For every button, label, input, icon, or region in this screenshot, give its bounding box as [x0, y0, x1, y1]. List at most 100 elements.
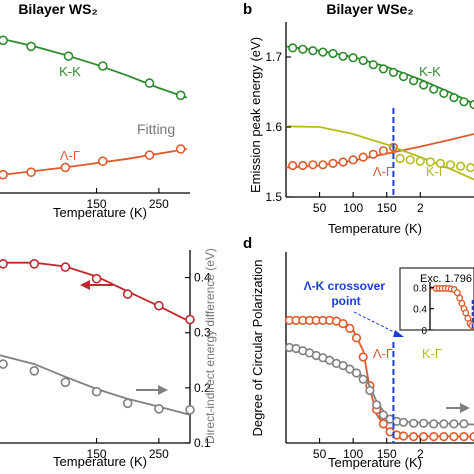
panel-d: d 50 100 150 2 Degree of Circular Polarizat… — [243, 235, 474, 470]
panel-c-series-0-fit-line — [0, 261, 191, 323]
panel-b-series-0-point-16 — [449, 92, 459, 103]
panel-b-series-0-point-17 — [459, 97, 469, 107]
panel-a-series-0-point-3 — [98, 61, 108, 71]
panel-a-series-0-fit-line — [0, 37, 188, 99]
inset-plot: 0 0.4 0.8 — [413, 282, 474, 337]
panel-b-xlabel: Temperature (K) — [328, 221, 422, 236]
panel-a-series-1-point-3 — [98, 156, 108, 166]
panel-d-series-1-point-11 — [358, 374, 368, 384]
panel-d-series-0-point-24 — [469, 432, 474, 442]
crossover-annotation: Λ-K crossover point — [304, 279, 404, 337]
panel-b-series-1-point-0 — [288, 160, 298, 171]
panel-b-series-0-point-10 — [388, 67, 399, 77]
panel-d-series-0-point-17 — [398, 431, 409, 441]
panel-b-series-1-point-2 — [308, 160, 318, 170]
panel-b-kk-label: K-K — [419, 64, 441, 79]
panel-c-ytick-label-1: 0.2 — [194, 381, 211, 395]
panel-c-series-1-point-4 — [122, 398, 133, 409]
panel-b-series-1-point-3 — [318, 160, 328, 170]
panel-a-kk-label: K-K — [59, 64, 81, 79]
panel-a-series-0-point-5 — [175, 90, 186, 101]
panel-b-series-0-point-8 — [368, 60, 378, 70]
panel-d-series-0-point-21 — [439, 432, 449, 442]
panel-c-series-1-point-2 — [60, 377, 71, 388]
panel-d-xtick-label-1: 100 — [343, 447, 363, 461]
panel-b-plot: 50 100 150 2 1.5 1.6 1.7 — [265, 43, 474, 215]
panel-c-plot: 150 250 0.1 0.2 0.3 0.4 — [0, 258, 211, 461]
panel-d-series-1-point-23 — [459, 419, 469, 429]
panel-d-series-0-point-19 — [419, 432, 429, 442]
panel-b-series-1-point-1 — [298, 160, 308, 171]
panel-d-series-0-point-20 — [429, 432, 439, 442]
panel-a-series-0-point-0 — [0, 35, 8, 46]
panel-c-series-0-point-2 — [60, 262, 71, 272]
panel-c-series-0-point-1 — [29, 258, 40, 269]
panel-a-lg-label: Λ-Γ — [60, 148, 80, 163]
panel-b-ytick-label-0: 1.5 — [265, 190, 282, 204]
panel-c-xtick-label-1: 250 — [149, 447, 169, 461]
panel-d-series-1-point-20 — [429, 419, 439, 429]
crossover-arrowhead — [393, 330, 404, 337]
panel-b-series-0-point-13 — [419, 80, 429, 90]
panel-b-xtick-label-0: 50 — [313, 201, 327, 215]
panel-a: Bilayer WS₂ 150 250 Temperature (K) K-K Λ… — [0, 1, 190, 220]
panel-b-series-0-point-11 — [398, 71, 409, 82]
panel-b-xtick-label-1: 100 — [343, 201, 363, 215]
panel-d-series-1-point-21 — [439, 419, 449, 429]
panel-d-lg-label: Λ-Γ — [373, 346, 393, 361]
panel-b-series-2-point-3 — [425, 157, 436, 167]
panel-b-ytick-label-2: 1.7 — [265, 50, 282, 64]
panel-b-ylabel: Emission peak energy (eV) — [248, 37, 263, 193]
panel-b-series-2-point-5 — [445, 160, 456, 170]
panel-b-series-0-point-1 — [298, 44, 308, 54]
panel-b-series-0-point-4 — [328, 48, 338, 59]
panel-b-series-0-point-6 — [348, 53, 358, 63]
panel-b-series-2-point-6 — [456, 161, 466, 171]
panel-d-label: d — [243, 235, 252, 252]
panel-b-series-0-point-9 — [378, 64, 389, 74]
panel-c-series-0-point-6 — [185, 314, 195, 325]
panel-c-series-1-point-3 — [91, 386, 102, 397]
panel-d-kg-label: K-Γ — [422, 346, 442, 361]
panel-d-series-1-point-22 — [449, 419, 459, 429]
panel-c-series-0-point-0 — [0, 259, 8, 269]
panel-c-ytick-label-0: 0.1 — [194, 436, 211, 450]
panel-c-xlabel: Temperature (K) — [53, 454, 147, 469]
panel-b-series-1-point-5 — [338, 157, 348, 167]
panel-a-xlabel: Temperature (K) — [53, 205, 147, 220]
panel-c-series-0-point-5 — [154, 300, 164, 311]
panel-b-series-2-point-1 — [405, 155, 415, 165]
inset-ytick-label-2: 0.8 — [413, 283, 427, 294]
panel-d-xlabel: Temperature (K) — [328, 455, 422, 470]
inset-point-7 — [453, 289, 461, 297]
panel-d-ylabel: Degree of Circular Polarization — [250, 259, 265, 436]
panel-b-lg-label: Λ-Γ — [373, 164, 393, 179]
panel-d-series-1-point-9 — [345, 364, 355, 374]
inset-title: Exc. 1.796 — [420, 273, 472, 285]
panel-d-series-1-point-10 — [351, 368, 362, 378]
panel-b-series-0-point-3 — [318, 47, 328, 57]
panel-c-left-arrow — [80, 280, 113, 290]
panel-a-title: Bilayer WS₂ — [18, 1, 97, 17]
panel-d-series-0-point-9 — [345, 323, 355, 334]
panel-b-kg-label: K-Γ — [426, 164, 446, 179]
panel-c-y2label: Direct-indirect energy difference (eV) — [203, 248, 217, 444]
panel-d-series-1-point-14 — [378, 410, 389, 420]
panel-b-ytick-label-1: 1.6 — [265, 120, 282, 134]
panel-d-series-0-point-23 — [459, 432, 469, 442]
panel-a-series-1-point-2 — [60, 162, 71, 173]
panel-b-xtick-label-2: 150 — [377, 201, 397, 215]
panel-d-series-1-point-12 — [365, 385, 375, 396]
panel-b-series-0-point-2 — [308, 46, 318, 56]
panel-a-plot: 150 250 — [0, 35, 188, 211]
panel-d-series-0-fit-line — [286, 319, 474, 438]
panel-d-series-1-point-18 — [409, 418, 419, 428]
panel-d-xtick-label-0: 50 — [313, 447, 327, 461]
panel-c-series-0-point-3 — [91, 273, 102, 284]
panel-b-series-2-point-0 — [395, 153, 405, 164]
panel-a-series-1-point-4 — [144, 150, 155, 160]
panel-b-series-0-point-5 — [338, 51, 348, 61]
panel-c-series-1-point-6 — [185, 405, 195, 415]
panel-b-series-1-point-8 — [368, 149, 378, 159]
panel-b-series-1-point-6 — [348, 155, 358, 165]
